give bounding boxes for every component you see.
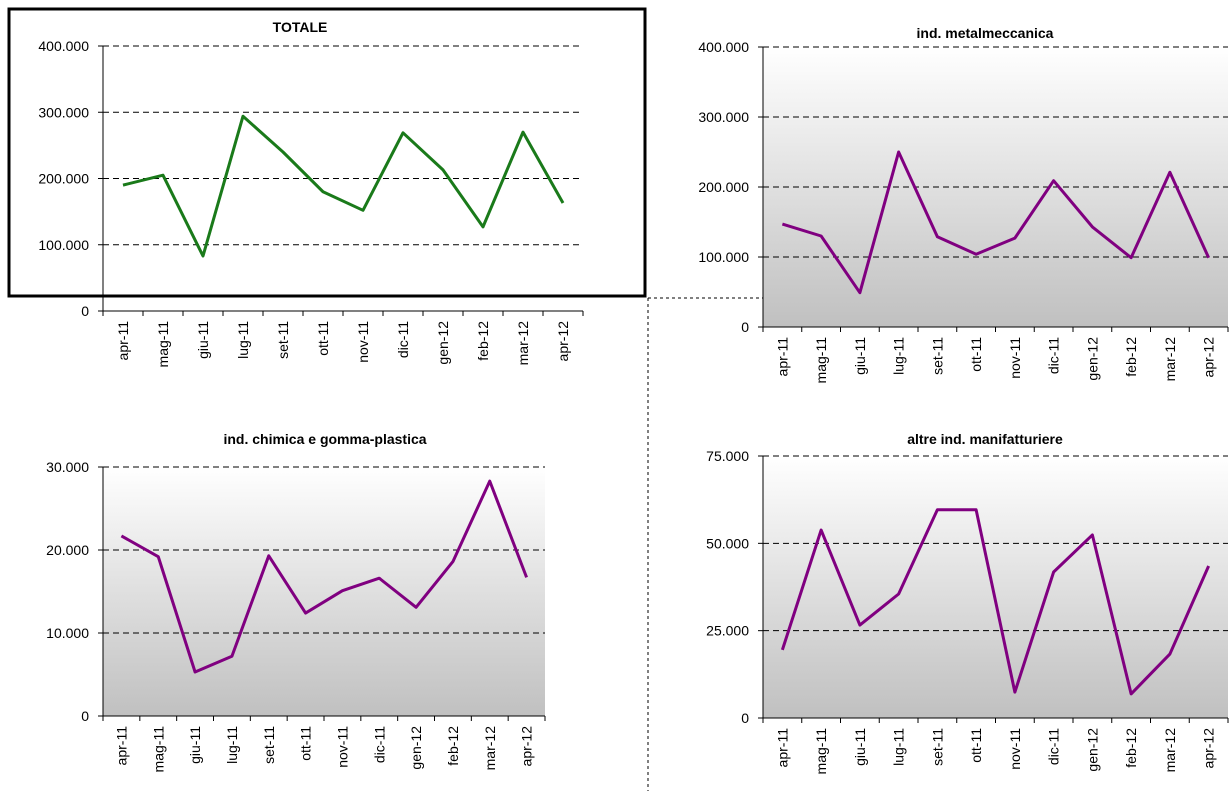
x-tick-label: lug-11 (891, 728, 907, 766)
plot-background (103, 467, 545, 716)
y-tick-label: 300.000 (698, 109, 749, 125)
x-tick-label: gen-12 (1084, 337, 1100, 381)
y-tick-label: 75.000 (706, 448, 749, 464)
x-tick-label: mar-12 (1162, 337, 1178, 382)
y-tick-label: 50.000 (706, 535, 749, 551)
y-tick-label: 0 (81, 708, 89, 724)
chart-title: TOTALE (273, 19, 328, 35)
y-tick-label: 400.000 (698, 39, 749, 55)
x-tick-label: mag-11 (155, 321, 171, 368)
y-tick-label: 300.000 (38, 104, 89, 120)
x-tick-label: mag-11 (150, 726, 166, 773)
x-tick-label: giu-11 (852, 728, 868, 766)
x-tick-label: mar-12 (1162, 728, 1178, 773)
x-tick-label: mar-12 (515, 321, 531, 366)
y-tick-label: 100.000 (698, 249, 749, 265)
y-tick-label: 0 (741, 319, 749, 335)
x-tick-label: lug-11 (224, 726, 240, 764)
y-tick-label: 0 (741, 710, 749, 726)
x-tick-label: ott-11 (298, 726, 314, 761)
x-tick-label: apr-12 (1201, 728, 1217, 769)
y-tick-label: 400.000 (38, 38, 89, 54)
x-tick-label: set-11 (275, 321, 291, 359)
chart-title: altre ind. manifatturiere (907, 431, 1063, 447)
x-tick-label: feb-12 (445, 726, 461, 766)
x-tick-label: gen-12 (435, 321, 451, 365)
x-tick-label: apr-12 (555, 321, 571, 362)
y-tick-label: 200.000 (38, 171, 89, 187)
x-tick-label: dic-11 (1046, 337, 1062, 374)
x-tick-label: mag-11 (813, 337, 829, 384)
x-tick-label: set-11 (929, 337, 945, 375)
x-tick-label: giu-11 (187, 726, 203, 764)
x-tick-label: nov-11 (334, 726, 350, 768)
x-tick-label: apr-12 (519, 726, 535, 767)
x-tick-label: lug-11 (235, 321, 251, 359)
x-tick-label: lug-11 (891, 337, 907, 375)
x-tick-label: apr-11 (774, 337, 790, 377)
y-tick-label: 10.000 (46, 625, 89, 641)
highlight-frame (7, 7, 647, 298)
x-tick-label: dic-11 (371, 726, 387, 763)
series-line (120, 479, 528, 674)
x-tick-label: nov-11 (1007, 337, 1023, 379)
x-tick-label: nov-11 (355, 321, 371, 363)
x-tick-label: dic-11 (1046, 728, 1062, 765)
y-tick-label: 200.000 (698, 179, 749, 195)
x-tick-label: mag-11 (813, 728, 829, 775)
series-line (122, 114, 565, 258)
x-tick-label: mar-12 (482, 726, 498, 771)
x-tick-label: apr-12 (1201, 337, 1217, 378)
series-line (780, 508, 1211, 696)
x-tick-label: dic-11 (395, 321, 411, 358)
plot-background (763, 456, 1228, 718)
x-tick-label: apr-11 (115, 321, 131, 361)
series-line (781, 150, 1210, 295)
x-tick-label: feb-12 (1123, 728, 1139, 768)
x-tick-label: set-11 (261, 726, 277, 764)
chart-title: ind. chimica e gomma-plastica (223, 431, 426, 447)
x-tick-label: nov-11 (1007, 728, 1023, 770)
x-tick-label: ott-11 (968, 728, 984, 763)
x-tick-label: feb-12 (475, 321, 491, 361)
x-tick-label: ott-11 (968, 337, 984, 372)
x-tick-label: gen-12 (408, 726, 424, 770)
y-tick-label: 20.000 (46, 542, 89, 558)
y-tick-label: 100.000 (38, 237, 89, 253)
chart-title: ind. metalmeccanica (917, 25, 1054, 41)
x-tick-label: apr-11 (774, 728, 790, 768)
y-tick-label: 25.000 (706, 623, 749, 639)
x-tick-label: set-11 (929, 728, 945, 766)
x-tick-label: giu-11 (852, 337, 868, 375)
x-tick-label: apr-11 (113, 726, 129, 766)
x-tick-label: feb-12 (1123, 337, 1139, 377)
x-tick-label: giu-11 (195, 321, 211, 359)
y-tick-label: 30.000 (46, 459, 89, 475)
x-tick-label: gen-12 (1084, 728, 1100, 772)
x-tick-label: ott-11 (315, 321, 331, 356)
y-tick-label: 0 (81, 303, 89, 319)
